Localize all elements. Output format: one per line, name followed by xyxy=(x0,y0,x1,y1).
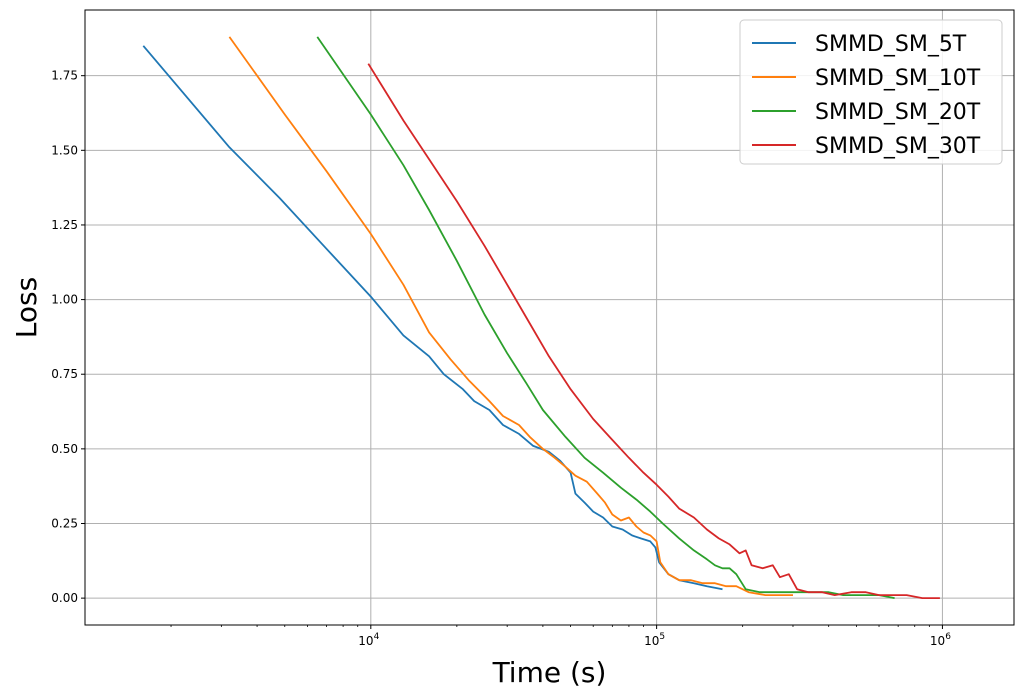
series-line-smmd-sm-5t xyxy=(142,45,723,591)
legend-label: SMMD_SM_10T xyxy=(815,66,981,91)
series-layer xyxy=(142,36,940,599)
x-tick-exponent: 6 xyxy=(945,632,951,642)
legend: SMMD_SM_5T SMMD_SM_10T SMMD_SM_20T SMMD_SM_… xyxy=(739,19,1003,165)
series-line-smmd-sm-30t xyxy=(367,63,940,599)
legend-label: SMMD_SM_30T xyxy=(815,134,981,159)
x-tick-base: 10 xyxy=(644,634,659,648)
y-axis-title: Loss xyxy=(10,277,43,338)
x-tick-base: 10 xyxy=(358,634,373,648)
y-tick-label: 0.00 xyxy=(51,591,78,605)
legend-box xyxy=(739,19,1003,165)
y-tick-label: 1.25 xyxy=(51,218,78,232)
x-tick-label: 106 xyxy=(930,632,951,648)
x-tick-exponent: 4 xyxy=(374,632,380,642)
y-tick-label: 1.00 xyxy=(51,293,78,307)
legend-label: SMMD_SM_20T xyxy=(815,100,981,125)
x-tick-exponent: 5 xyxy=(659,632,665,642)
y-tick-label: 0.75 xyxy=(51,367,78,381)
y-tick-label: 0.25 xyxy=(51,516,78,530)
y-axis: 0.00 0.25 0.50 0.75 1.00 1.25 1.50 1.75 xyxy=(51,69,85,605)
x-tick-label: 105 xyxy=(644,632,665,648)
y-tick-label: 0.50 xyxy=(51,442,78,456)
x-axis: 104 105 106 xyxy=(170,625,951,648)
x-tick-base: 10 xyxy=(930,634,945,648)
y-tick-label: 1.50 xyxy=(51,143,78,157)
legend-label: SMMD_SM_5T xyxy=(815,32,967,57)
x-tick-label: 104 xyxy=(358,632,379,648)
series-line-smmd-sm-10t xyxy=(228,36,793,596)
y-tick-label: 1.75 xyxy=(51,69,78,83)
x-axis-title: Time (s) xyxy=(492,656,607,689)
plot-frame xyxy=(84,9,1015,626)
